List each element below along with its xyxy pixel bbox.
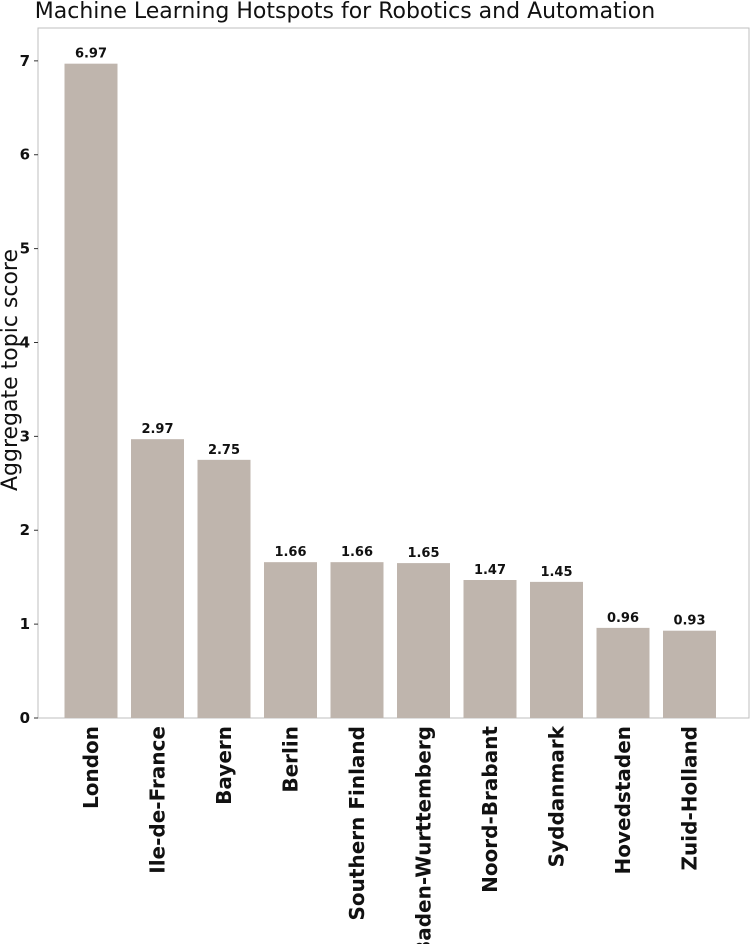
data-labels: 6.97 2.97 2.75 1.66 1.66 1.65 1.47 1.45 0.96 0.93 bbox=[75, 47, 706, 629]
bar-southern-finland bbox=[330, 562, 384, 718]
bar-zuid-holland bbox=[663, 630, 716, 718]
x-tick-label: Noord-Brabant bbox=[478, 726, 502, 893]
data-label: 1.65 bbox=[407, 546, 439, 561]
y-tick-label: 3 bbox=[20, 427, 30, 445]
bar-berlin bbox=[264, 562, 317, 718]
bar-bayern bbox=[197, 459, 251, 718]
chart-title: Machine Learning Hotspots for Robotics a… bbox=[35, 0, 655, 24]
x-tick-label: Berlin bbox=[279, 726, 303, 793]
plot-area-frame bbox=[37, 27, 750, 719]
data-label: 1.66 bbox=[341, 545, 373, 560]
y-axis-label: Aggregate topic score bbox=[0, 249, 23, 491]
y-tick-label: 4 bbox=[20, 333, 30, 351]
data-label: 6.97 bbox=[75, 47, 107, 62]
y-axis-ticks: 0 1 2 3 4 5 6 7 bbox=[20, 52, 38, 727]
x-tick-label: Baden-Wurttemberg bbox=[412, 726, 436, 944]
bar-hovedstaden bbox=[596, 627, 650, 718]
bars bbox=[64, 63, 716, 719]
data-label: 1.47 bbox=[474, 563, 506, 578]
data-label: 0.96 bbox=[607, 611, 639, 626]
bar-london bbox=[64, 63, 118, 719]
bar-ile-de-france bbox=[131, 439, 184, 718]
data-label: 2.75 bbox=[208, 443, 240, 458]
data-label: 0.93 bbox=[673, 614, 705, 629]
bar-syddanmark bbox=[530, 581, 583, 718]
x-tick-label: Zuid-Holland bbox=[678, 726, 702, 870]
x-tick-label: Bayern bbox=[212, 726, 236, 805]
x-axis-tick-labels: London Ile-de-France Bayern Berlin Southern … bbox=[79, 725, 702, 944]
data-label: 1.45 bbox=[540, 565, 572, 580]
x-tick-label: Syddanmark bbox=[545, 725, 569, 867]
data-label: 2.97 bbox=[141, 422, 173, 437]
y-tick-label: 6 bbox=[20, 146, 30, 164]
data-label: 1.66 bbox=[274, 545, 306, 560]
y-tick-label: 2 bbox=[20, 521, 30, 539]
y-tick-label: 5 bbox=[20, 240, 30, 258]
y-tick-label: 1 bbox=[20, 615, 30, 633]
x-tick-label: London bbox=[79, 726, 103, 809]
x-tick-label: Ile-de-France bbox=[146, 726, 170, 874]
bar-baden-wurttemberg bbox=[397, 563, 450, 718]
y-tick-label: 0 bbox=[20, 709, 30, 727]
y-tick-label: 7 bbox=[20, 52, 30, 70]
x-tick-label: Hovedstaden bbox=[611, 726, 635, 874]
bar-noord-brabant bbox=[463, 580, 517, 718]
x-tick-label: Southern Finland bbox=[345, 726, 369, 920]
